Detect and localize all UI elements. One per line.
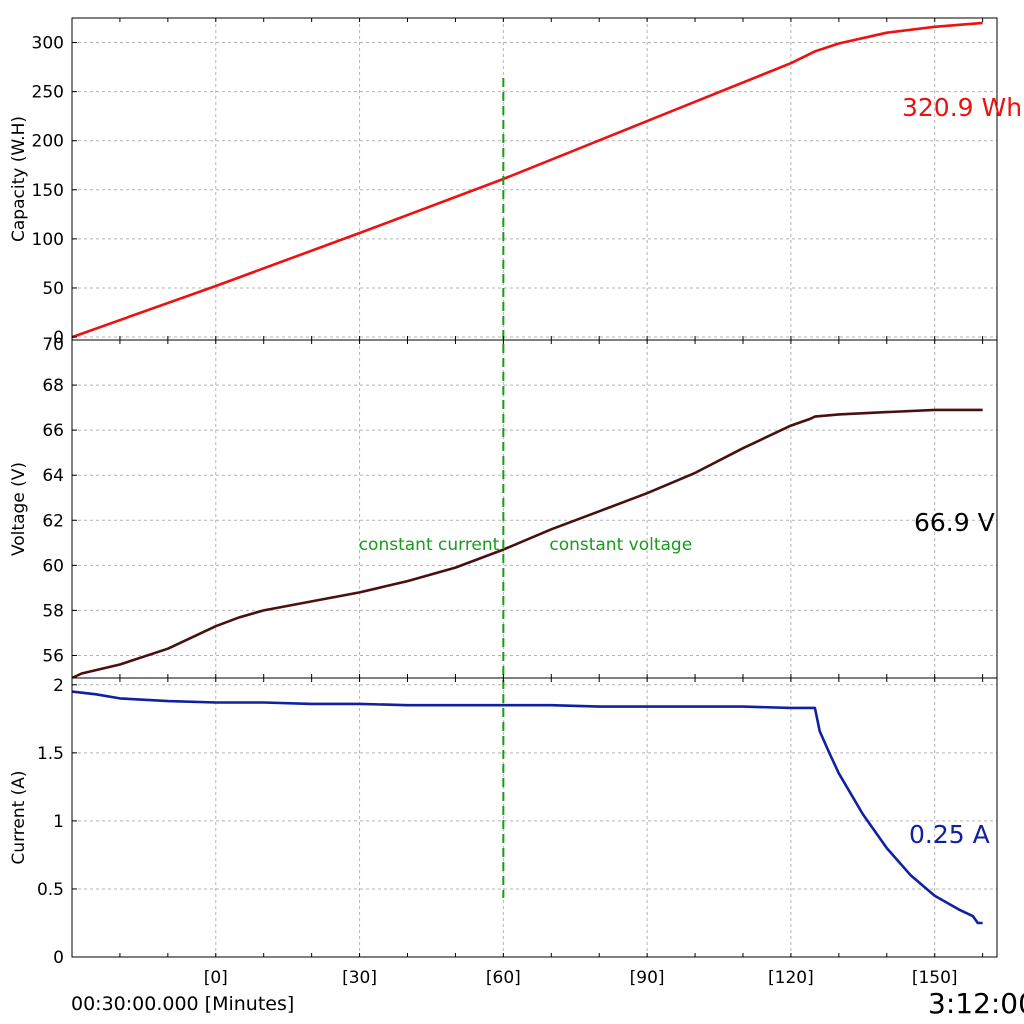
voltage-ytick-label: 68 xyxy=(42,376,64,396)
capacity-value-readout: 320.9 Wh xyxy=(902,93,1022,122)
capacity-series-line xyxy=(72,21,983,339)
voltage-ytick-label: 60 xyxy=(42,556,64,576)
voltage-ytick-label: 58 xyxy=(42,601,64,621)
current-panel-frame xyxy=(71,677,998,958)
time-offset-label: 00:30:00.000 [Minutes] xyxy=(71,993,294,1015)
capacity-ytick-label: 0 xyxy=(53,328,64,348)
voltage-ytick-label: 56 xyxy=(42,646,64,666)
current-series-line xyxy=(72,690,983,925)
xtick-label: [120] xyxy=(768,968,814,988)
xtick-label: [30] xyxy=(342,968,377,988)
xtick-label: [60] xyxy=(486,968,521,988)
voltage-ytick-label: 62 xyxy=(42,511,64,531)
clock-readout: 3:12:00 xyxy=(928,987,1024,1020)
capacity-ytick-label: 250 xyxy=(32,83,64,103)
current-value-readout: 0.25 A xyxy=(909,820,990,849)
voltage-ytick-label-partial: 70 xyxy=(42,335,64,355)
voltage-series-line xyxy=(72,408,983,678)
voltage-ytick-label: 66 xyxy=(42,421,64,441)
voltage-value-readout: 66.9 V xyxy=(914,508,995,537)
capacity-ytick-label: 50 xyxy=(42,279,64,299)
voltage-ytick-label: 64 xyxy=(42,466,64,486)
text-layer: 00:30:00.000 [Minutes] 3:12:00 0 50 100 150… xyxy=(9,34,1024,1020)
current-ytick-label: 2 xyxy=(53,676,64,696)
current-ytick-label: 1.5 xyxy=(37,744,64,764)
voltage-ylabel: Voltage (V) xyxy=(9,462,29,556)
capacity-ytick-label: 150 xyxy=(32,181,64,201)
capacity-ytick-label: 100 xyxy=(32,230,64,250)
series-layer xyxy=(72,21,983,925)
annotation-constant-voltage: constant voltage xyxy=(549,535,692,555)
current-ytick-label: 0 xyxy=(53,948,64,968)
annotation-constant-current: constant current xyxy=(359,535,500,555)
current-ytick-label: 0.5 xyxy=(37,880,64,900)
xtick-label: [0] xyxy=(204,968,228,988)
frame-layer xyxy=(71,17,998,958)
current-ytick-label: 1 xyxy=(53,812,64,832)
capacity-ylabel: Capacity (W.H) xyxy=(9,116,29,242)
xtick-label: [150] xyxy=(912,968,958,988)
current-ylabel: Current (A) xyxy=(9,770,29,864)
capacity-ytick-label: 200 xyxy=(32,132,64,152)
capacity-ytick-label: 300 xyxy=(32,34,64,54)
xtick-label: [90] xyxy=(630,968,665,988)
